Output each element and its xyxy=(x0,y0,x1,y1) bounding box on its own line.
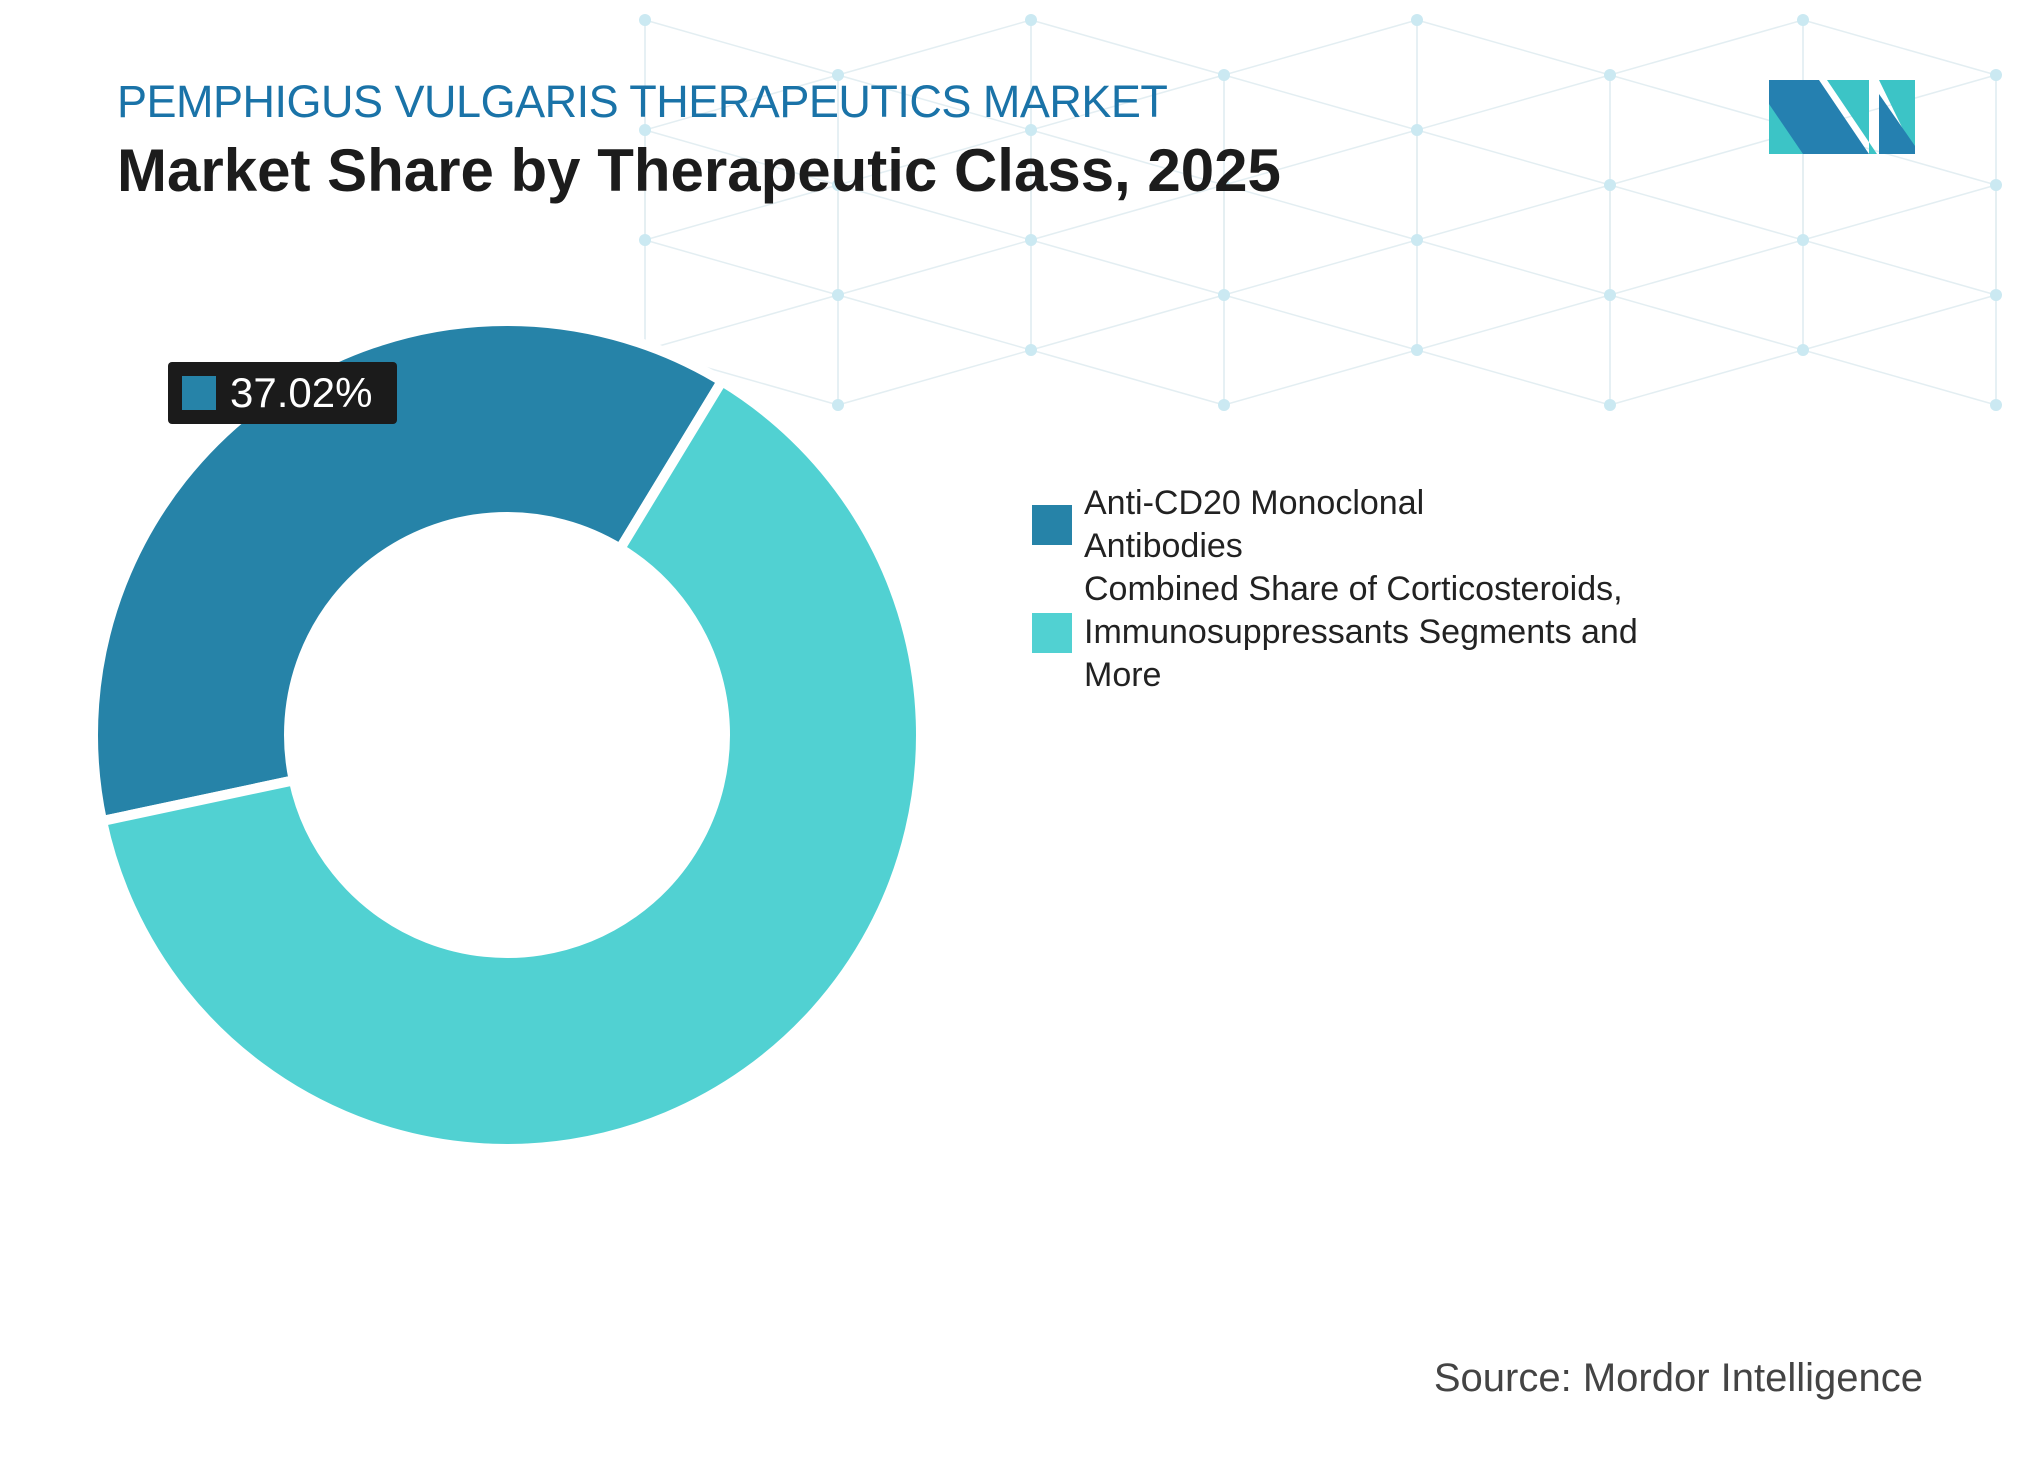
pattern-line xyxy=(837,239,1032,296)
pattern-dot xyxy=(1604,399,1616,411)
pattern-line xyxy=(1802,19,1997,76)
donut-slice-1[interactable] xyxy=(88,316,729,828)
pattern-dot xyxy=(1797,234,1809,246)
pattern-line xyxy=(1416,129,1611,186)
pattern-line xyxy=(1223,19,1418,76)
pattern-line xyxy=(837,349,1032,406)
pattern-dot xyxy=(639,124,651,136)
pattern-dot xyxy=(639,14,651,26)
pattern-line xyxy=(837,19,1032,76)
pattern-line xyxy=(1802,239,1997,296)
mordor-intelligence-logo xyxy=(1769,80,1915,154)
pattern-line xyxy=(1609,294,1804,351)
pattern-line xyxy=(1609,239,1804,296)
pattern-line xyxy=(1609,19,1804,76)
pattern-line xyxy=(1609,349,1804,406)
pattern-line xyxy=(1223,129,1418,186)
callout-value: 37.02% xyxy=(230,369,373,416)
pattern-line xyxy=(1223,349,1418,406)
pattern-line xyxy=(1030,74,1225,131)
pattern-line xyxy=(1416,294,1611,351)
pattern-dot xyxy=(1025,344,1037,356)
pattern-dot xyxy=(1218,179,1230,191)
pattern-line xyxy=(837,129,1032,186)
pattern-line xyxy=(1416,349,1611,406)
legend-label: Anti-CD20 Monoclonal Antibodies xyxy=(1084,484,1425,565)
pattern-dot xyxy=(1411,124,1423,136)
pattern-line xyxy=(1223,74,1418,131)
pattern-line xyxy=(1802,349,1997,406)
pattern-line xyxy=(837,294,1032,351)
pattern-line xyxy=(644,294,839,351)
pattern-line xyxy=(644,74,839,131)
pattern-dot xyxy=(1411,14,1423,26)
legend-swatch xyxy=(1032,505,1072,545)
pattern-dot xyxy=(1218,399,1230,411)
pattern-line xyxy=(1416,74,1611,131)
pattern-line xyxy=(644,184,839,241)
pattern-dot xyxy=(1218,69,1230,81)
pattern-line xyxy=(1802,294,1997,351)
legend-label: Combined Share of Corticosteroids, Immun… xyxy=(1084,570,1638,694)
pattern-dot xyxy=(1990,69,2002,81)
pattern-dot xyxy=(1025,124,1037,136)
pattern-line xyxy=(644,239,839,296)
legend-item: Combined Share of Corticosteroids, Immun… xyxy=(1032,568,1682,697)
pattern-line xyxy=(1223,294,1418,351)
pattern-line xyxy=(1416,184,1611,241)
pattern-dot xyxy=(1604,289,1616,301)
pattern-dot xyxy=(1990,179,2002,191)
pattern-dot xyxy=(832,179,844,191)
pattern-dot xyxy=(1990,399,2002,411)
data-label-callout: 37.02% xyxy=(168,362,397,424)
legend-item: Anti-CD20 Monoclonal Antibodies xyxy=(1032,482,1682,568)
pattern-line xyxy=(1030,129,1225,186)
pattern-dot xyxy=(832,69,844,81)
pattern-dot xyxy=(1797,14,1809,26)
pattern-line xyxy=(1223,239,1418,296)
pattern-line xyxy=(1416,19,1611,76)
pattern-dot xyxy=(1411,234,1423,246)
pattern-dot xyxy=(1604,179,1616,191)
pattern-line xyxy=(1416,239,1611,296)
pattern-line xyxy=(1223,184,1418,241)
legend: Anti-CD20 Monoclonal Antibodies Combined… xyxy=(1032,482,1682,697)
pattern-dot xyxy=(1797,344,1809,356)
pattern-line xyxy=(1030,19,1225,76)
chart-title: Market Share by Therapeutic Class, 2025 xyxy=(117,137,1281,204)
pattern-dot xyxy=(1411,344,1423,356)
pattern-dot xyxy=(639,234,651,246)
donut-slice-2[interactable] xyxy=(96,374,926,1154)
pattern-dot xyxy=(1025,14,1037,26)
pattern-line xyxy=(1030,239,1225,296)
chart-kicker: PEMPHIGUS VULGARIS THERAPEUTICS MARKET xyxy=(117,76,1168,127)
pattern-line xyxy=(1030,349,1225,406)
pattern-dot xyxy=(1990,289,2002,301)
pattern-line xyxy=(644,19,839,76)
legend-swatch xyxy=(1032,612,1072,653)
pattern-line xyxy=(644,129,839,186)
pattern-line xyxy=(1609,184,1804,241)
callout-swatch xyxy=(182,376,216,410)
pattern-line xyxy=(837,74,1032,131)
pattern-dot xyxy=(1025,234,1037,246)
pattern-dot xyxy=(832,399,844,411)
source-note: Source: Mordor Intelligence xyxy=(1433,1356,1923,1400)
pattern-line xyxy=(837,184,1032,241)
pattern-dot xyxy=(1218,289,1230,301)
pattern-dot xyxy=(1604,69,1616,81)
pattern-dot xyxy=(832,289,844,301)
pattern-line xyxy=(1030,184,1225,241)
pattern-line xyxy=(1030,294,1225,351)
pattern-line xyxy=(1802,184,1997,241)
